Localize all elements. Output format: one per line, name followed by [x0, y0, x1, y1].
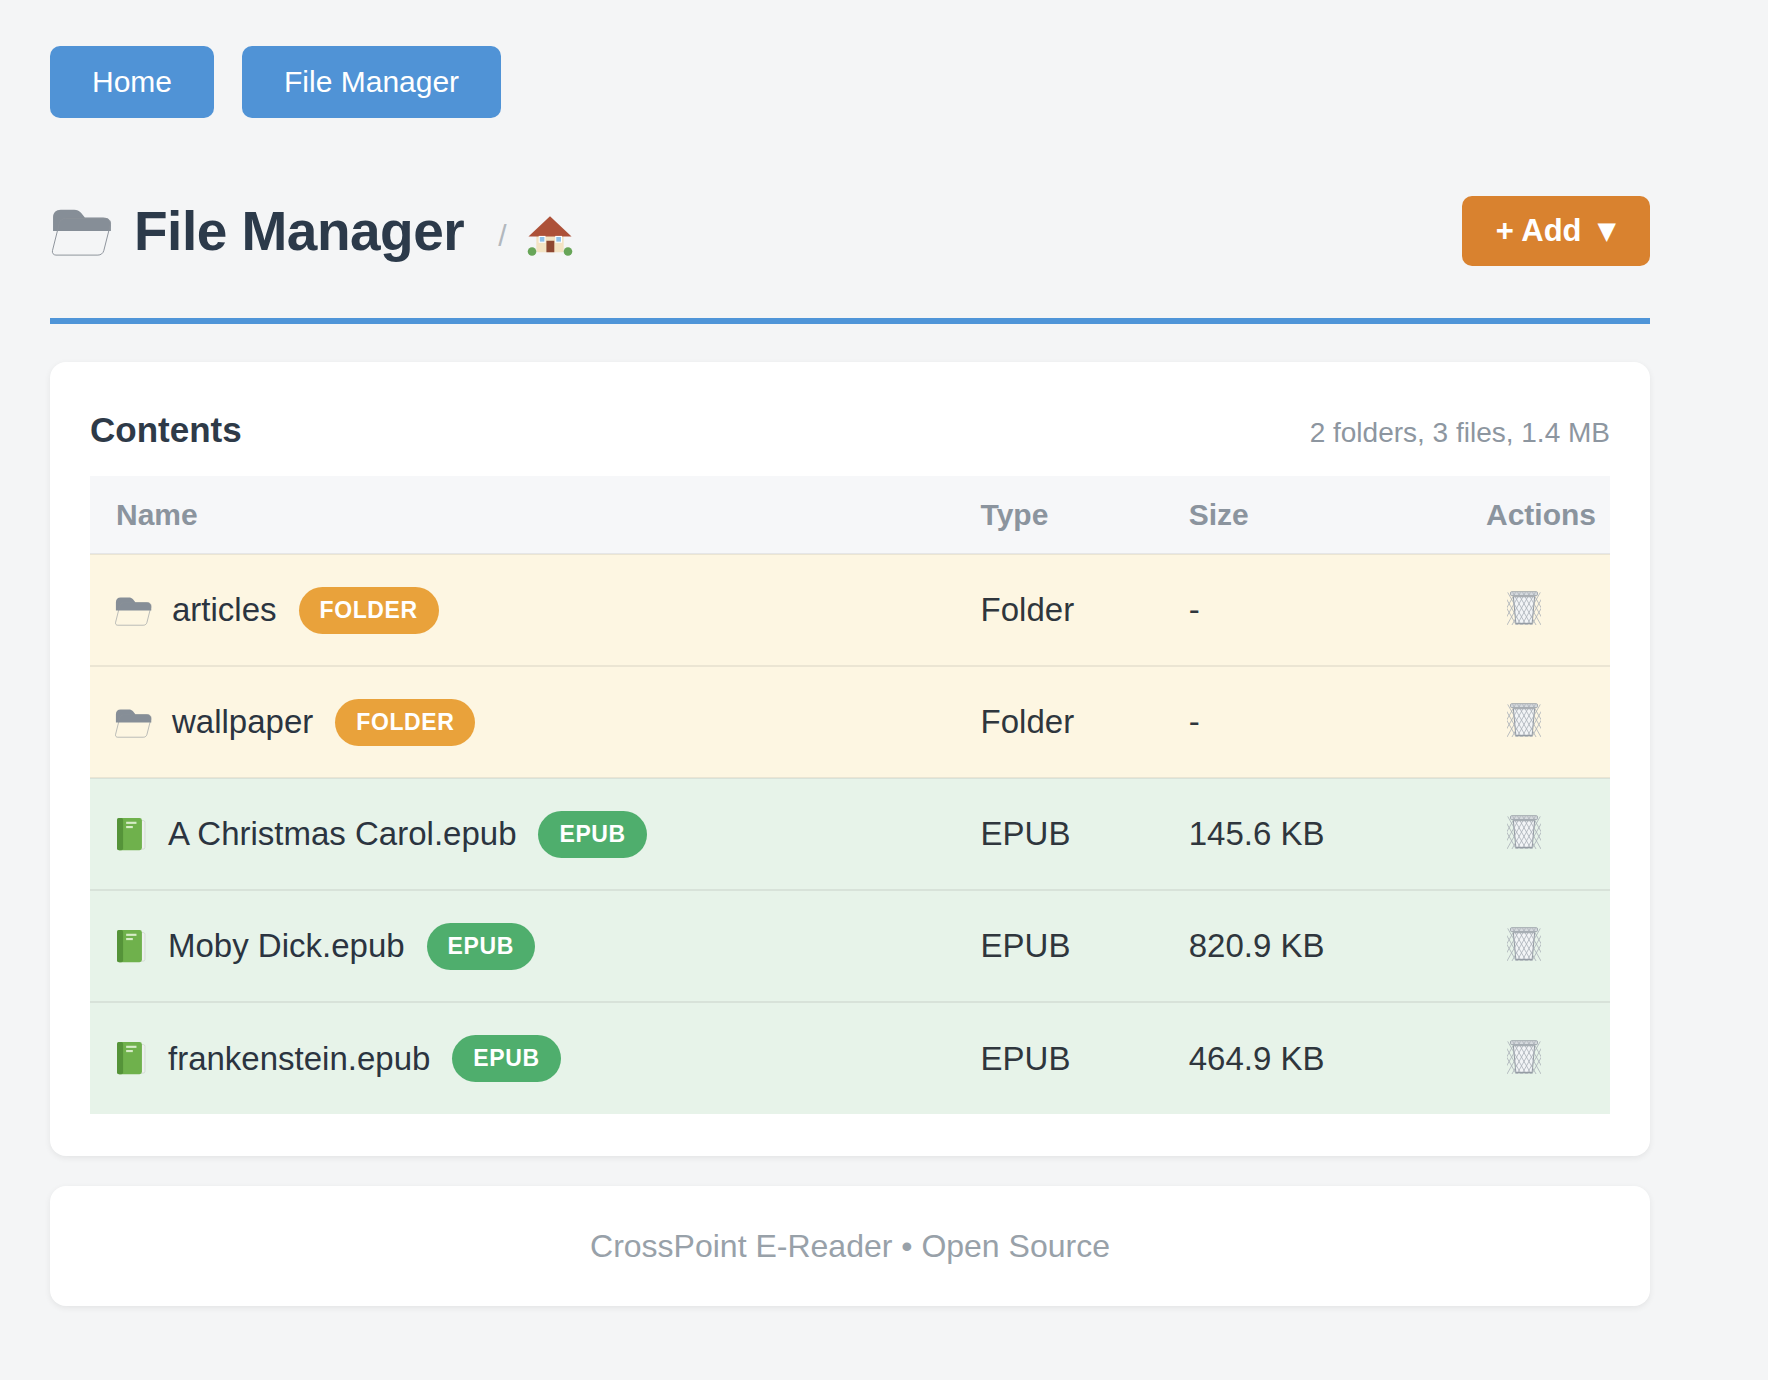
- table-header-row: Name Type Size Actions: [90, 476, 1610, 554]
- delete-button[interactable]: [1503, 584, 1545, 632]
- delete-button[interactable]: [1503, 808, 1545, 856]
- nav-home-button[interactable]: Home: [50, 46, 214, 118]
- file-name-cell[interactable]: wallpaper FOLDER: [90, 699, 981, 746]
- file-type: EPUB: [981, 778, 1189, 890]
- title-group: File Manager /: [50, 199, 573, 263]
- file-size: 820.9 KB: [1189, 890, 1439, 1002]
- contents-card: Contents 2 folders, 3 files, 1.4 MB Name…: [50, 362, 1650, 1156]
- contents-title: Contents: [90, 410, 242, 450]
- table-row: Moby Dick.epub EPUB EPUB 820.9 KB: [90, 890, 1610, 1002]
- column-header-actions: Actions: [1439, 476, 1610, 554]
- file-name[interactable]: articles: [172, 591, 277, 629]
- contents-card-header: Contents 2 folders, 3 files, 1.4 MB: [90, 410, 1610, 450]
- table-row: frankenstein.epub EPUB EPUB 464.9 KB: [90, 1002, 1610, 1114]
- nav-file-manager-button[interactable]: File Manager: [242, 46, 501, 118]
- trash-icon: [1507, 700, 1541, 740]
- delete-button[interactable]: [1503, 920, 1545, 968]
- trash-icon: [1507, 924, 1541, 964]
- file-name[interactable]: wallpaper: [172, 703, 313, 741]
- file-size: 145.6 KB: [1189, 778, 1439, 890]
- file-table: Name Type Size Actions articles FOLDER F…: [90, 476, 1610, 1114]
- file-size: -: [1189, 554, 1439, 666]
- delete-button[interactable]: [1503, 696, 1545, 744]
- folder-badge: FOLDER: [335, 699, 475, 746]
- trash-icon: [1507, 1037, 1541, 1077]
- home-icon[interactable]: [527, 212, 573, 258]
- epub-badge: EPUB: [538, 811, 646, 858]
- add-button[interactable]: + Add ▼: [1462, 196, 1650, 266]
- file-type: EPUB: [981, 890, 1189, 1002]
- green-book-icon: [114, 928, 148, 965]
- file-name[interactable]: frankenstein.epub: [168, 1040, 430, 1078]
- trash-icon: [1507, 588, 1541, 628]
- green-book-icon: [114, 1040, 148, 1077]
- folder-icon: [114, 594, 152, 627]
- page-header: File Manager / + Add ▼: [50, 196, 1650, 266]
- epub-badge: EPUB: [427, 923, 535, 970]
- top-nav: Home File Manager: [50, 46, 1650, 118]
- file-size: -: [1189, 666, 1439, 778]
- folder-badge: FOLDER: [299, 587, 439, 634]
- file-name-cell[interactable]: frankenstein.epub EPUB: [90, 1035, 981, 1082]
- contents-summary: 2 folders, 3 files, 1.4 MB: [1310, 417, 1610, 449]
- delete-button[interactable]: [1503, 1033, 1545, 1081]
- chevron-down-icon: ▼: [1598, 217, 1616, 245]
- table-row: articles FOLDER Folder -: [90, 554, 1610, 666]
- footer: CrossPoint E-Reader • Open Source: [50, 1186, 1650, 1306]
- file-name[interactable]: Moby Dick.epub: [168, 927, 405, 965]
- green-book-icon: [114, 816, 148, 853]
- epub-badge: EPUB: [452, 1035, 560, 1082]
- breadcrumb-separator: /: [498, 219, 506, 253]
- file-type: Folder: [981, 666, 1189, 778]
- file-name-cell[interactable]: A Christmas Carol.epub EPUB: [90, 811, 981, 858]
- page: Home File Manager File Manager / + Add ▼…: [0, 0, 1650, 1306]
- file-type: EPUB: [981, 1002, 1189, 1114]
- header-divider: [50, 318, 1650, 324]
- column-header-type: Type: [981, 476, 1189, 554]
- file-name[interactable]: A Christmas Carol.epub: [168, 815, 516, 853]
- folder-icon: [114, 706, 152, 739]
- footer-text: CrossPoint E-Reader • Open Source: [590, 1228, 1110, 1265]
- column-header-size: Size: [1189, 476, 1439, 554]
- file-name-cell[interactable]: articles FOLDER: [90, 587, 981, 634]
- file-type: Folder: [981, 554, 1189, 666]
- column-header-name: Name: [90, 476, 981, 554]
- file-size: 464.9 KB: [1189, 1002, 1439, 1114]
- file-name-cell[interactable]: Moby Dick.epub EPUB: [90, 923, 981, 970]
- folder-icon: [50, 204, 112, 258]
- table-row: wallpaper FOLDER Folder -: [90, 666, 1610, 778]
- table-row: A Christmas Carol.epub EPUB EPUB 145.6 K…: [90, 778, 1610, 890]
- page-title: File Manager: [134, 199, 464, 263]
- add-button-label: + Add: [1496, 213, 1582, 249]
- trash-icon: [1507, 812, 1541, 852]
